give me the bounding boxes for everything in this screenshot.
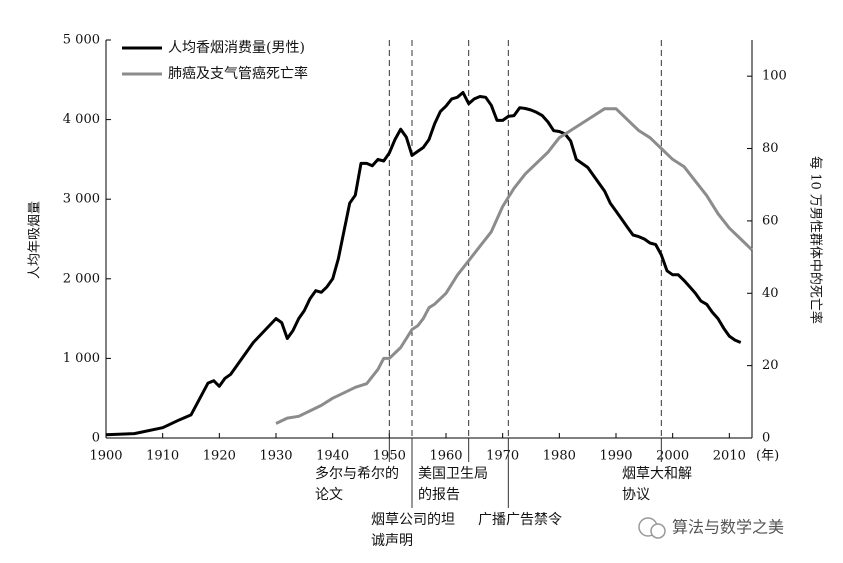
x-tick-label: 1940 — [316, 449, 349, 464]
x-tick-label: 1990 — [599, 449, 632, 464]
y2-tick-label: 100 — [762, 69, 787, 84]
annotation-text: 协议 — [622, 487, 650, 503]
y-tick-label: 3 000 — [63, 192, 100, 207]
x-unit-label: (年) — [756, 449, 779, 464]
y2-tick-label: 40 — [762, 286, 779, 301]
x-tick-label: 1910 — [146, 449, 179, 464]
annotation-text: 广播广告禁令 — [478, 512, 562, 528]
y-tick-label: 1 000 — [63, 351, 100, 366]
x-tick-label: 1970 — [486, 449, 519, 464]
annotation-text: 美国卫生局 — [418, 466, 488, 482]
legend-label: 肺癌及支气管癌死亡率 — [168, 65, 308, 82]
y-axis-label: 人均年吸烟量 — [28, 201, 43, 279]
watermark: 算法与数学之美 — [672, 518, 784, 537]
x-tick-label: 1900 — [89, 449, 122, 464]
y2-axis-label: 每 10 万男性群体中的死亡率 — [808, 156, 824, 324]
y2-tick-label: 20 — [762, 358, 779, 373]
data-line — [275, 107, 754, 425]
y-tick-label: 0 — [92, 431, 100, 446]
annotation-text: 诚声明 — [371, 533, 413, 549]
annotation-text: 烟草大和解 — [622, 466, 692, 482]
annotation-text: 多尔与希尔的 — [315, 465, 399, 482]
y2-tick-label: 0 — [762, 431, 770, 446]
y2-tick-label: 60 — [762, 213, 779, 228]
annotation-text: 的报告 — [418, 487, 460, 503]
x-tick-label: 2000 — [656, 449, 689, 464]
y-tick-label: 2 000 — [63, 271, 100, 286]
y-tick-label: 4 000 — [63, 112, 100, 127]
annotation-text: 烟草公司的坦 — [371, 512, 455, 528]
y-tick-label: 5 000 — [63, 33, 100, 48]
x-tick-label: 1930 — [259, 449, 292, 464]
y2-tick-label: 80 — [762, 141, 779, 156]
watermark-icon — [638, 517, 666, 539]
x-tick-label: 1960 — [429, 449, 462, 464]
x-tick-label: 2010 — [713, 449, 746, 464]
x-tick-label: 1980 — [543, 449, 576, 464]
legend-label: 人均香烟消费量(男性) — [168, 40, 305, 56]
x-tick-label: 1920 — [203, 449, 236, 464]
annotation-text: 论文 — [315, 487, 343, 503]
data-line — [105, 91, 742, 437]
